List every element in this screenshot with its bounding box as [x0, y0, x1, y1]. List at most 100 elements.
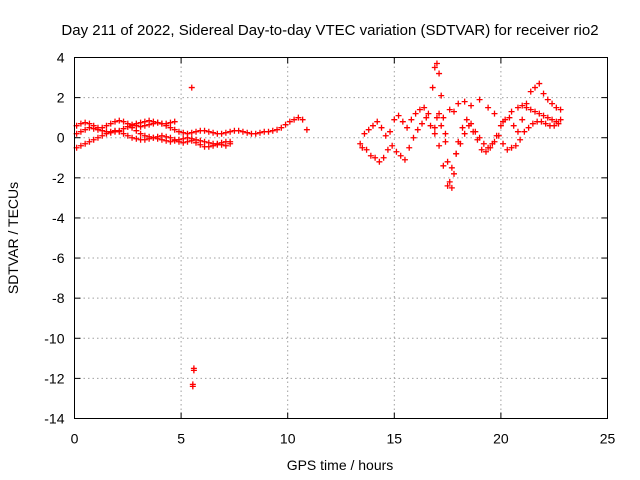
data-point — [380, 154, 387, 161]
data-point — [433, 60, 440, 67]
data-point — [549, 100, 556, 107]
data-point — [450, 170, 457, 177]
data-point — [133, 127, 140, 134]
data-point — [532, 108, 539, 115]
data-point — [210, 129, 217, 136]
data-point — [412, 110, 419, 117]
data-point — [442, 130, 449, 137]
y-axis-label: SDTVAR / TECUs — [5, 182, 21, 294]
y-tick-label: -2 — [52, 170, 65, 186]
data-point — [86, 124, 93, 131]
data-point — [491, 138, 498, 145]
data-point — [188, 129, 195, 136]
data-point — [197, 141, 204, 148]
data-point — [442, 138, 449, 145]
data-point — [374, 118, 381, 125]
data-point — [369, 122, 376, 129]
data-point — [557, 116, 564, 123]
data-point — [419, 120, 426, 127]
x-tick-label: 20 — [493, 431, 509, 447]
data-point — [218, 130, 225, 137]
data-point — [429, 84, 436, 91]
y-tick-labels: 4 2 0 -2 -4 -6 -8 -10 -12 -14 — [44, 50, 64, 427]
data-point — [150, 118, 157, 125]
data-point — [446, 106, 453, 113]
data-point — [372, 154, 379, 161]
x-tick-label: 15 — [387, 431, 403, 447]
data-point — [444, 158, 451, 165]
data-point — [512, 142, 519, 149]
data-point — [201, 138, 208, 145]
data-point — [384, 146, 391, 153]
data-point — [523, 100, 530, 107]
data-point — [453, 150, 460, 157]
data-point — [82, 140, 89, 147]
data-point — [438, 92, 445, 99]
data-point — [99, 132, 106, 139]
data-point — [455, 100, 462, 107]
data-point — [112, 127, 119, 134]
data-point — [167, 119, 174, 126]
data-point — [416, 106, 423, 113]
data-point — [510, 122, 517, 129]
data-point — [154, 119, 161, 126]
data-point — [457, 140, 464, 147]
data-point — [295, 114, 302, 121]
data-point — [167, 134, 174, 141]
data-point — [508, 108, 515, 115]
data-point — [485, 104, 492, 111]
data-point — [286, 118, 293, 125]
data-point — [521, 128, 528, 135]
data-point — [425, 110, 432, 117]
data-point — [491, 110, 498, 117]
data-point — [519, 102, 526, 109]
data-point — [414, 126, 421, 133]
data-point — [137, 119, 144, 126]
x-tick-label: 10 — [280, 431, 296, 447]
data-point — [436, 142, 443, 149]
y-tick-label: -6 — [52, 250, 65, 266]
data-point — [393, 148, 400, 155]
data-point — [465, 122, 472, 129]
data-point — [141, 136, 148, 143]
data-point — [180, 139, 187, 146]
data-point — [163, 120, 170, 127]
data-point — [495, 132, 502, 139]
data-point — [440, 162, 447, 169]
data-point — [120, 125, 127, 132]
data-point — [549, 116, 556, 123]
data-point — [514, 104, 521, 111]
data-point — [269, 127, 276, 134]
chart-title: Day 211 of 2022, Sidereal Day-to-day VTE… — [61, 22, 598, 39]
data-point — [146, 117, 153, 124]
data-point — [461, 130, 468, 137]
data-point — [525, 124, 532, 131]
grid — [74, 57, 608, 419]
data-point — [77, 128, 84, 135]
data-point — [438, 122, 445, 129]
data-point — [480, 140, 487, 147]
y-tick-label: 2 — [57, 90, 65, 106]
data-point — [433, 114, 440, 121]
data-point — [77, 142, 84, 149]
data-point — [205, 143, 212, 150]
data-point — [180, 129, 187, 136]
data-point — [391, 116, 398, 123]
data-point — [120, 118, 127, 125]
data-point — [90, 125, 97, 132]
data-point — [517, 136, 524, 143]
data-point — [401, 156, 408, 163]
data-point — [421, 104, 428, 111]
data-point — [359, 144, 366, 151]
data-point — [94, 134, 101, 141]
data-point — [376, 158, 383, 165]
data-point — [431, 64, 438, 71]
data-point — [103, 130, 110, 137]
data-point — [205, 128, 212, 135]
data-point — [514, 128, 521, 135]
data-point — [463, 116, 470, 123]
x-tick-label: 5 — [177, 431, 185, 447]
data-point — [440, 114, 447, 121]
data-point — [519, 116, 526, 123]
